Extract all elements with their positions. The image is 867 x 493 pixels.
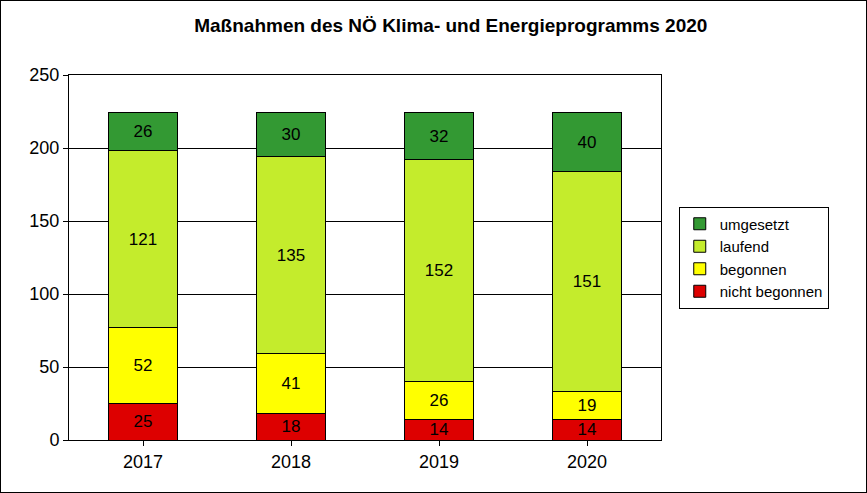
svg-text:50: 50 [39, 357, 59, 377]
svg-text:135: 135 [277, 246, 305, 265]
svg-text:25: 25 [134, 412, 153, 431]
svg-text:200: 200 [29, 138, 59, 158]
svg-text:26: 26 [134, 122, 153, 141]
svg-text:121: 121 [129, 230, 157, 249]
svg-text:40: 40 [578, 133, 597, 152]
svg-text:begonnen: begonnen [720, 261, 787, 278]
svg-text:52: 52 [134, 356, 153, 375]
svg-text:umgesetzt: umgesetzt [720, 216, 790, 233]
svg-text:2020: 2020 [567, 452, 607, 472]
svg-text:18: 18 [282, 417, 301, 436]
svg-text:14: 14 [578, 420, 597, 439]
svg-text:nicht begonnen: nicht begonnen [720, 283, 823, 300]
svg-text:26: 26 [430, 391, 449, 410]
svg-text:151: 151 [573, 272, 601, 291]
svg-text:32: 32 [430, 127, 449, 146]
svg-text:laufend: laufend [720, 238, 769, 255]
svg-text:41: 41 [282, 374, 301, 393]
svg-text:150: 150 [29, 211, 59, 231]
svg-text:0: 0 [49, 430, 59, 450]
svg-text:250: 250 [29, 65, 59, 85]
svg-text:14: 14 [430, 420, 449, 439]
svg-text:30: 30 [282, 125, 301, 144]
svg-text:2017: 2017 [123, 452, 163, 472]
svg-text:19: 19 [578, 396, 597, 415]
svg-text:2018: 2018 [271, 452, 311, 472]
svg-text:152: 152 [425, 261, 453, 280]
svg-text:2019: 2019 [419, 452, 459, 472]
svg-text:Maßnahmen des NÖ Klima- und En: Maßnahmen des NÖ Klima- und Energieprogr… [194, 15, 707, 36]
svg-text:100: 100 [29, 284, 59, 304]
